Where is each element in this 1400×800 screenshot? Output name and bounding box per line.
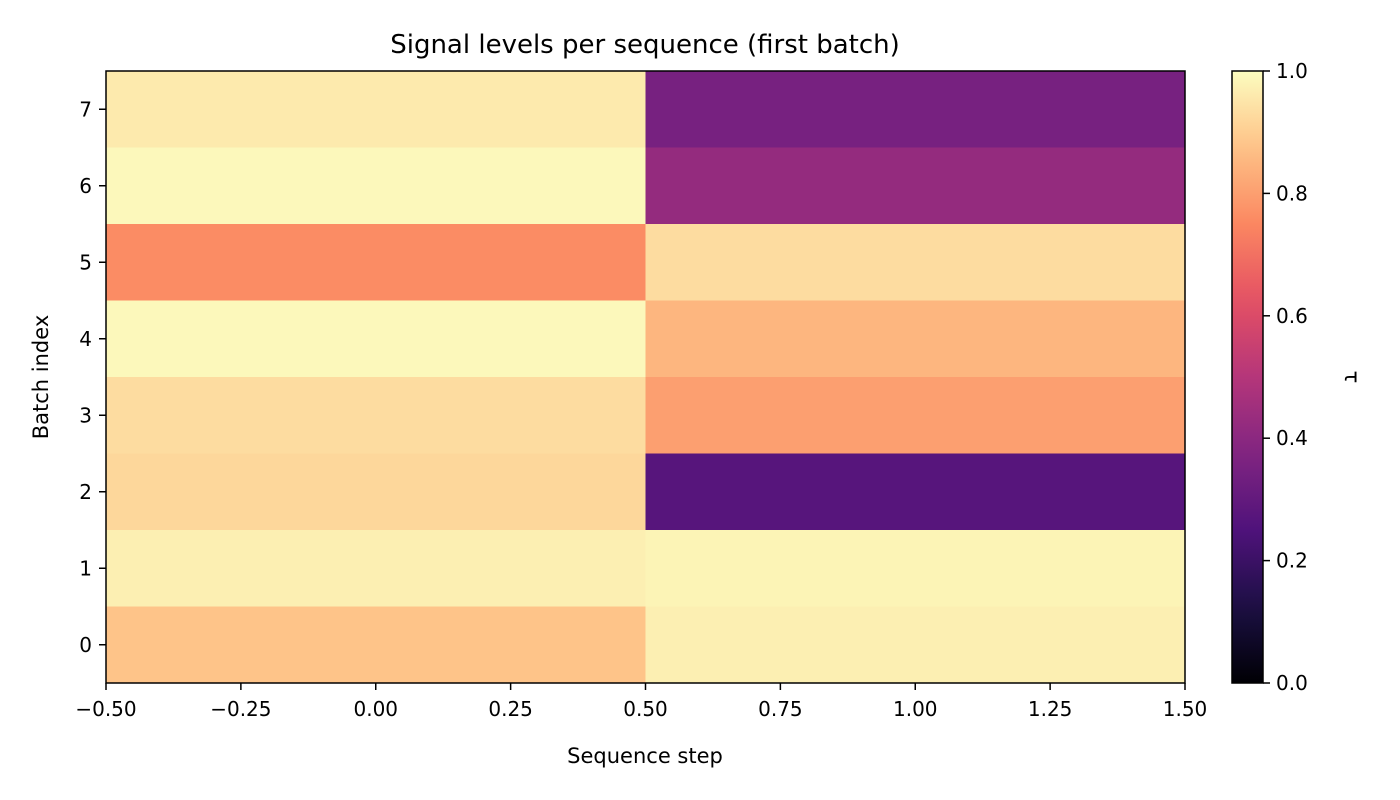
x-tick-label: 1.00 bbox=[893, 697, 938, 721]
x-tick-label: 1.25 bbox=[1028, 697, 1073, 721]
y-tick-label: 4 bbox=[79, 327, 92, 351]
heatmap-cell bbox=[645, 377, 1185, 454]
x-axis-label: Sequence step bbox=[567, 744, 723, 768]
chart-title: Signal levels per sequence (first batch) bbox=[390, 30, 900, 60]
heatmap-cell bbox=[645, 147, 1185, 224]
x-tick-label: 1.50 bbox=[1163, 697, 1208, 721]
colorbar-tick-label: 1.0 bbox=[1276, 59, 1308, 83]
heatmap-cell bbox=[645, 530, 1185, 607]
y-tick-label: 1 bbox=[79, 556, 92, 580]
heatmap-cell bbox=[645, 71, 1185, 148]
heatmap-cells bbox=[106, 71, 1185, 683]
y-tick-label: 6 bbox=[79, 174, 92, 198]
colorbar-axis: 0.0 0.2 0.4 0.6 0.8 1.0 bbox=[1263, 59, 1308, 695]
colorbar-tick-label: 0.2 bbox=[1276, 549, 1308, 573]
heatmap-cell bbox=[106, 530, 646, 607]
x-axis: −0.50 −0.25 0.00 0.25 0.50 0.75 1.00 1.25 1.50 bbox=[75, 683, 1207, 721]
heatmap-cell bbox=[645, 606, 1185, 683]
heatmap-cell bbox=[106, 224, 646, 301]
colorbar-label: τ bbox=[1340, 371, 1364, 384]
colorbar-tick-label: 0.0 bbox=[1276, 671, 1308, 695]
y-tick-label: 3 bbox=[79, 403, 92, 427]
heatmap-cell bbox=[645, 300, 1185, 377]
heatmap-cell bbox=[106, 377, 646, 454]
y-tick-label: 5 bbox=[79, 250, 92, 274]
y-tick-label: 0 bbox=[79, 633, 92, 657]
heatmap-cell bbox=[645, 224, 1185, 301]
x-tick-label: 0.75 bbox=[758, 697, 803, 721]
colorbar bbox=[1231, 70, 1264, 684]
y-axis-label: Batch index bbox=[29, 315, 53, 440]
x-tick-label: −0.25 bbox=[210, 697, 271, 721]
heatmap-cell bbox=[106, 71, 646, 148]
colorbar-tick-label: 0.6 bbox=[1276, 304, 1308, 328]
heatmap-cell bbox=[106, 453, 646, 530]
y-axis: 0 1 2 3 4 5 6 7 bbox=[79, 97, 106, 657]
x-tick-label: 0.50 bbox=[623, 697, 668, 721]
heatmap-cell bbox=[106, 606, 646, 683]
colorbar-tick-label: 0.4 bbox=[1276, 426, 1308, 450]
colorbar-tick-label: 0.8 bbox=[1276, 181, 1308, 205]
heatmap-cell bbox=[106, 147, 646, 224]
y-tick-label: 7 bbox=[79, 97, 92, 121]
x-tick-label: −0.50 bbox=[75, 697, 136, 721]
heatmap-cell bbox=[106, 300, 646, 377]
y-tick-label: 2 bbox=[79, 480, 92, 504]
x-tick-label: 0.00 bbox=[353, 697, 398, 721]
heatmap-cell bbox=[645, 453, 1185, 530]
x-tick-label: 0.25 bbox=[488, 697, 533, 721]
